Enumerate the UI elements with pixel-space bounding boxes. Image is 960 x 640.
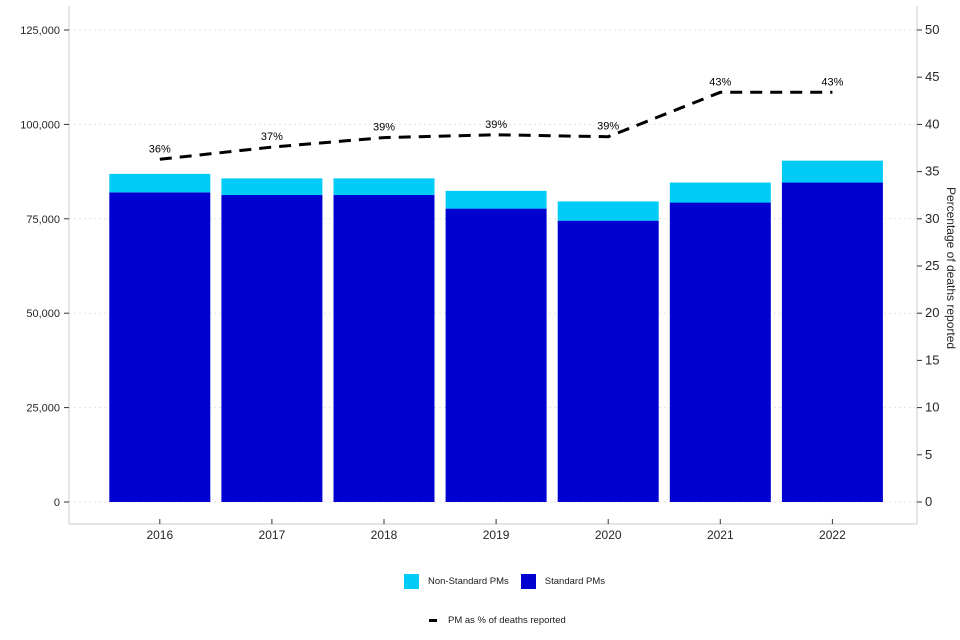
right-tick-label: 40 <box>925 116 939 131</box>
legend-item-nonstandard-pms: Non-Standard PMs <box>404 574 509 589</box>
bar-nonstandard-2022 <box>781 160 883 183</box>
right-tick-label: 15 <box>925 352 939 367</box>
legend-line: PM as % of deaths reported <box>429 615 566 626</box>
bar-nonstandard-2020 <box>557 201 659 221</box>
line-point-label: 39% <box>373 122 395 134</box>
bar-nonstandard-2017 <box>221 178 323 196</box>
right-tick-label: 35 <box>925 164 939 179</box>
left-tick-label: 50,000 <box>26 308 60 320</box>
line-legend-label: PM as % of deaths reported <box>448 615 566 626</box>
left-tick-label: 25,000 <box>26 403 60 415</box>
standard-pms-label: Standard PMs <box>544 576 605 587</box>
right-axis-title: Percentage of deaths reported <box>944 187 958 349</box>
bar-standard-2017 <box>221 195 323 502</box>
left-tick-label: 0 <box>54 497 60 509</box>
x-tick-label: 2020 <box>595 528 622 542</box>
bar-nonstandard-2021 <box>669 182 771 203</box>
left-tick-label: 125,000 <box>20 25 60 37</box>
left-tick-label: 100,000 <box>20 119 60 131</box>
left-tick-label: 75,000 <box>26 214 60 226</box>
right-tick-label: 10 <box>925 400 939 415</box>
bar-nonstandard-2018 <box>333 178 435 196</box>
nonstandard-pms-swatch <box>404 574 419 589</box>
right-tick-label: 5 <box>925 447 932 462</box>
bar-nonstandard-2019 <box>445 190 547 209</box>
x-tick-label: 2022 <box>819 528 846 542</box>
right-tick-label: 20 <box>925 305 939 320</box>
x-tick-label: 2019 <box>483 528 510 542</box>
right-tick-label: 50 <box>925 22 939 37</box>
right-tick-label: 45 <box>925 69 939 84</box>
bar-standard-2022 <box>781 182 883 502</box>
x-tick-label: 2017 <box>259 528 286 542</box>
line-point-label: 43% <box>821 76 843 88</box>
line-point-label: 43% <box>709 76 731 88</box>
line-point-label: 39% <box>485 119 507 131</box>
x-tick-label: 2018 <box>371 528 398 542</box>
line-point-label: 37% <box>261 131 283 143</box>
bar-nonstandard-2016 <box>109 173 211 193</box>
bar-standard-2018 <box>333 195 435 502</box>
legend-bars: Non-Standard PMs Standard PMs <box>404 574 605 589</box>
nonstandard-pms-label: Non-Standard PMs <box>428 576 509 587</box>
x-tick-label: 2016 <box>146 528 173 542</box>
bar-standard-2020 <box>557 220 659 503</box>
x-tick-label: 2021 <box>707 528 734 542</box>
dashed-line-sample-icon <box>429 619 437 622</box>
line-point-label: 36% <box>149 143 171 155</box>
bar-standard-2016 <box>109 192 211 503</box>
line-point-label: 39% <box>597 121 619 133</box>
legend-item-standard-pms: Standard PMs <box>520 574 605 589</box>
right-tick-label: 25 <box>925 258 939 273</box>
right-tick-label: 0 <box>925 494 932 509</box>
pm-percentage-line <box>159 90 833 161</box>
standard-pms-swatch <box>520 574 536 589</box>
bar-standard-2021 <box>669 202 771 502</box>
right-tick-label: 30 <box>925 211 939 226</box>
bar-standard-2019 <box>445 208 547 502</box>
